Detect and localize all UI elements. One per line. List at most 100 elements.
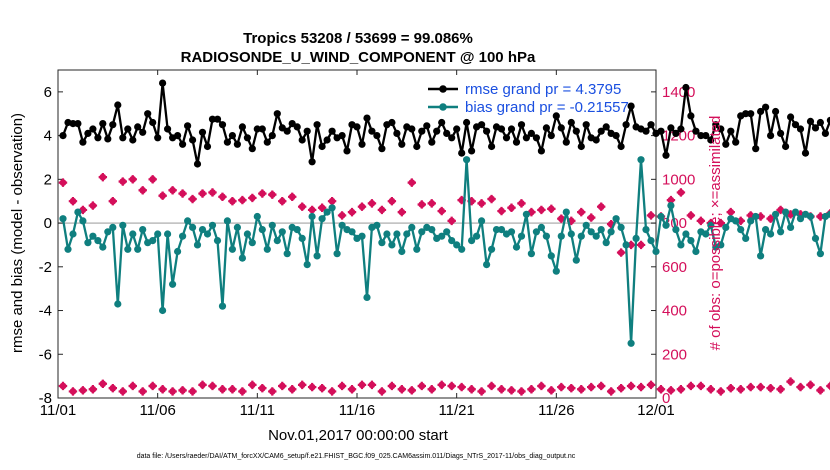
- obs-point-cross: [646, 380, 656, 390]
- obs-point-cross: [367, 380, 377, 390]
- data-point: [547, 132, 555, 140]
- data-point: [353, 123, 361, 131]
- y2-axis-label: # of obs: o=possible; ×=assimilated: [707, 116, 724, 351]
- data-point: [213, 115, 222, 123]
- data-point: [527, 129, 536, 137]
- data-point: [762, 226, 770, 234]
- obs-point-cross: [676, 385, 686, 394]
- data-point: [174, 132, 182, 140]
- y-tick-label: -6: [39, 346, 52, 363]
- data-point: [258, 125, 266, 133]
- data-point: [423, 122, 431, 130]
- data-point: [488, 142, 496, 151]
- obs-point-cross: [218, 192, 227, 202]
- data-point: [328, 127, 336, 135]
- data-point: [114, 101, 122, 109]
- obs-point-cross: [487, 381, 496, 391]
- data-point: [517, 232, 526, 240]
- obs-point-cross: [567, 383, 576, 393]
- data-point: [572, 127, 580, 135]
- data-point: [438, 232, 446, 240]
- y-tick-label: -4: [39, 303, 52, 320]
- data-point: [99, 120, 107, 128]
- data-point: [682, 230, 690, 238]
- obs-point-cross: [188, 387, 197, 396]
- data-point: [328, 204, 336, 212]
- obs-point-cross: [387, 197, 397, 206]
- data-point: [522, 210, 531, 218]
- data-point: [762, 103, 770, 111]
- data-point: [757, 252, 765, 260]
- obs-point-cross: [258, 189, 267, 198]
- data-point: [512, 243, 521, 251]
- data-point: [114, 300, 122, 308]
- obs-point-cross: [377, 387, 387, 396]
- obs-point-cross: [716, 387, 725, 396]
- data-point: [149, 237, 157, 245]
- obs-point-cross: [367, 199, 377, 208]
- data-point: [218, 302, 227, 310]
- data-point: [144, 110, 152, 118]
- obs-point-cross: [198, 189, 207, 198]
- data-point: [687, 112, 695, 120]
- obs-point-cross: [716, 218, 725, 228]
- data-point: [164, 230, 172, 238]
- data-point: [468, 147, 476, 155]
- data-point: [572, 256, 580, 264]
- data-point: [811, 234, 820, 242]
- data-point: [109, 223, 117, 231]
- data-point: [682, 83, 690, 92]
- obs-point-cross: [68, 197, 78, 206]
- data-point: [567, 230, 575, 238]
- obs-point-cross: [706, 385, 716, 394]
- obs-point-cross: [168, 387, 177, 396]
- data-point: [767, 230, 775, 238]
- data-point: [74, 120, 82, 128]
- obs-point-cross: [796, 382, 805, 392]
- data-point: [647, 121, 655, 129]
- data-point: [592, 232, 600, 240]
- data-point: [198, 226, 207, 234]
- x-tick-label: 11/06: [139, 402, 175, 419]
- obs-point-cross: [537, 381, 546, 391]
- legend-rmse-label: rmse grand pr = 4.3795: [465, 81, 621, 98]
- data-point: [777, 228, 785, 236]
- data-point: [154, 134, 162, 142]
- data-point: [652, 247, 660, 256]
- obs-point-cross: [248, 380, 257, 390]
- data-point: [184, 122, 192, 130]
- obs-point-cross: [427, 385, 436, 394]
- data-point: [667, 202, 675, 210]
- obs-point-cross: [337, 381, 347, 391]
- data-point: [278, 228, 286, 236]
- obs-point-cross: [477, 387, 486, 396]
- data-point: [443, 228, 451, 236]
- y2-tick-label: 1400: [662, 84, 695, 101]
- obs-point-cross: [88, 201, 98, 210]
- obs-point-cross: [477, 199, 486, 208]
- data-point: [94, 237, 102, 245]
- data-point: [258, 226, 266, 234]
- obs-point-cross: [417, 381, 426, 391]
- data-point: [677, 125, 685, 133]
- obs-point-cross: [387, 381, 397, 391]
- data-point: [702, 230, 710, 238]
- data-point: [612, 132, 620, 140]
- data-point: [497, 125, 506, 133]
- data-point: [388, 118, 396, 127]
- data-point: [253, 125, 261, 133]
- data-point: [208, 115, 217, 123]
- data-point: [448, 134, 456, 142]
- data-point: [373, 132, 381, 140]
- data-point: [273, 110, 281, 118]
- data-point: [428, 138, 436, 146]
- data-point: [806, 117, 815, 125]
- data-point: [378, 145, 386, 153]
- data-point: [403, 230, 411, 238]
- chart-subtitle: RADIOSONDE_U_WIND_COMPONENT @ 100 hPa: [181, 49, 536, 66]
- data-point: [64, 245, 72, 253]
- obs-point-cross: [118, 387, 127, 396]
- data-point: [223, 138, 231, 146]
- data-point: [193, 160, 202, 168]
- data-point: [497, 226, 506, 234]
